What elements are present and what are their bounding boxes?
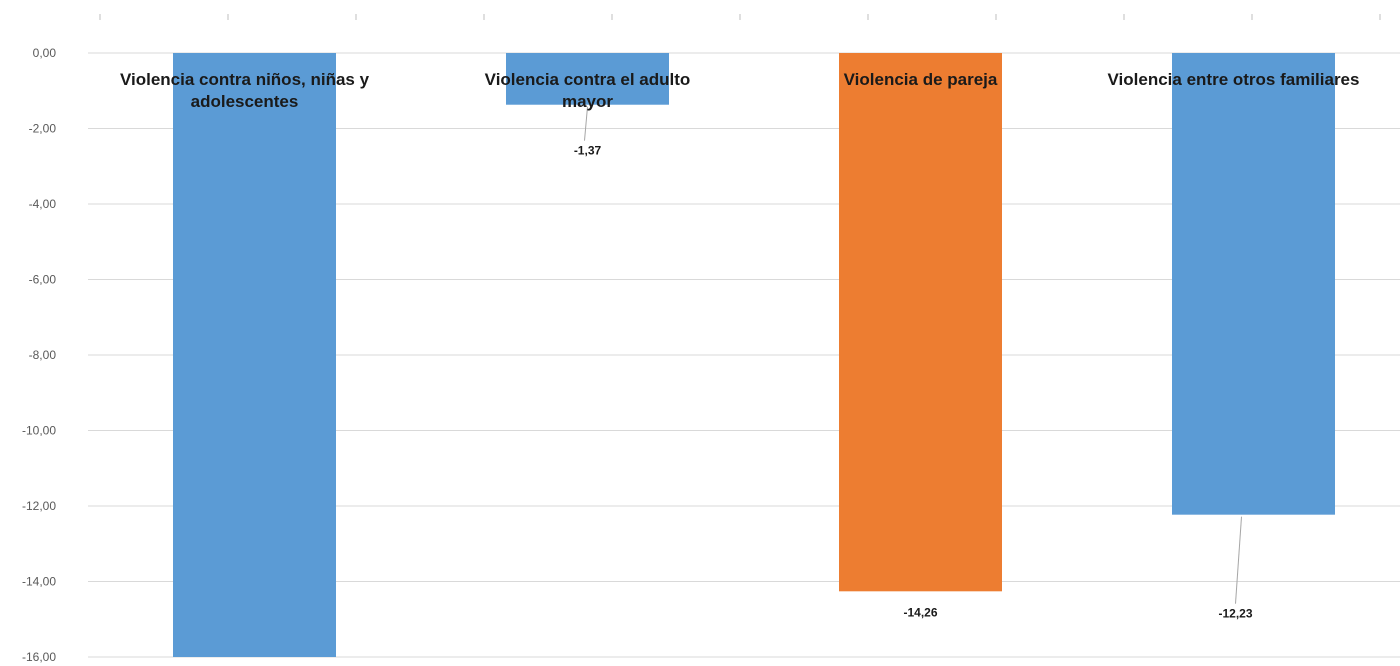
data-label: -12,23 — [1218, 607, 1252, 621]
data-label: -14,26 — [903, 605, 937, 619]
y-tick-label: 0,00 — [33, 46, 57, 60]
data-label: -1,37 — [574, 144, 602, 158]
leader-line — [1235, 516, 1242, 604]
bar — [839, 53, 1002, 592]
category-label: mayor — [562, 92, 613, 111]
data-label-leaders — [584, 106, 1242, 604]
y-tick-label: -2,00 — [29, 122, 57, 136]
y-tick-label: -8,00 — [29, 348, 57, 362]
y-tick-label: -16,00 — [22, 650, 56, 664]
bar — [1172, 53, 1335, 515]
y-tick-label: -14,00 — [22, 575, 56, 589]
category-label: Violencia contra el adulto — [485, 70, 691, 89]
bars — [173, 53, 1335, 657]
category-label: Violencia de pareja — [844, 70, 998, 89]
y-tick-label: -6,00 — [29, 273, 57, 287]
leader-line — [584, 106, 588, 141]
bar — [173, 53, 336, 657]
top-tick-marks — [99, 14, 1381, 20]
data-labels: -1,37 -14,26 -12,23 — [574, 144, 1253, 621]
y-tick-label: -10,00 — [22, 424, 56, 438]
category-label: Violencia contra niños, niñas y — [120, 70, 370, 89]
category-label: Violencia entre otros familiares — [1108, 70, 1360, 89]
category-labels: Violencia contra niños, niñas y adolescen… — [120, 70, 1360, 111]
y-axis: 0,00 -2,00 -4,00 -6,00 -8,00 -10,00 -12,00 -14,… — [22, 46, 56, 664]
y-tick-label: -4,00 — [29, 197, 57, 211]
bar — [506, 53, 669, 105]
y-tick-label: -12,00 — [22, 499, 56, 513]
category-label: adolescentes — [191, 92, 299, 111]
